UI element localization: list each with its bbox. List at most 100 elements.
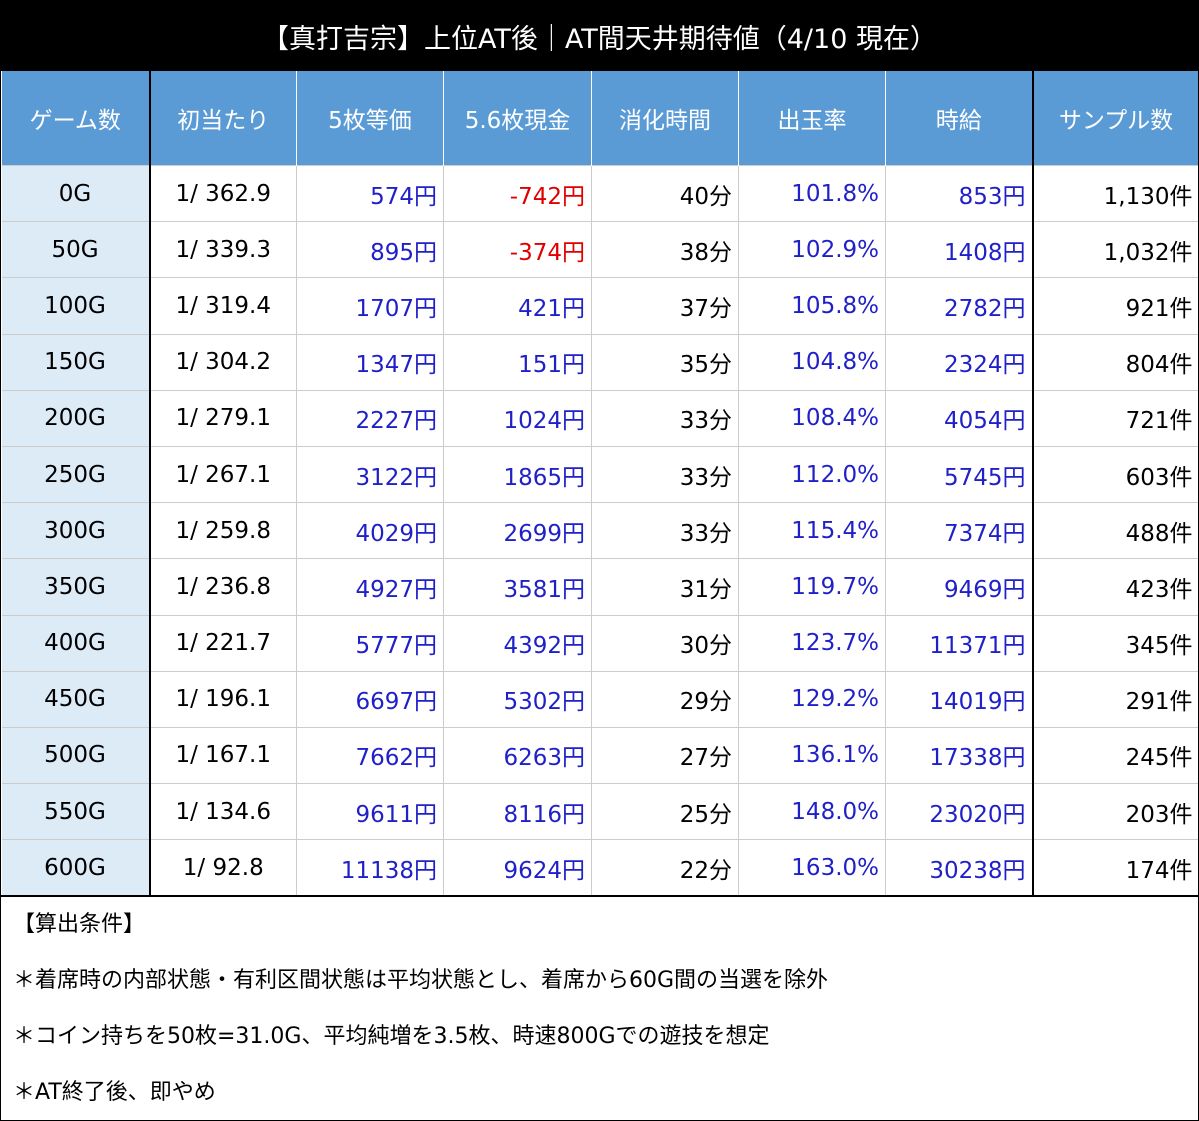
table-cell: 9611円 <box>296 783 444 840</box>
table-cell: 30238円 <box>885 839 1033 896</box>
table-cell: 37分 <box>591 277 739 335</box>
table-cell: 5302円 <box>443 670 592 728</box>
table-cell: 4927円 <box>296 558 444 615</box>
table-cell: 804件 <box>1031 333 1198 391</box>
table-cell: 600G <box>1 839 150 896</box>
table-cell: 423件 <box>1031 558 1198 615</box>
table-cell: 921件 <box>1031 277 1198 335</box>
table-row: 600G 1/ 92.8 11138円 9624円 22分 163.0% 30238円 174… <box>1 839 1198 896</box>
table-cell: -374円 <box>443 221 592 278</box>
header-cell: サンプル数 <box>1031 71 1198 166</box>
table-cell: 2324円 <box>885 333 1033 391</box>
table-cell: 33分 <box>591 389 739 447</box>
table-cell: 2699円 <box>443 502 592 559</box>
table-row: 500G 1/ 167.1 7662円 6263円 27分 136.1% 17338円 245… <box>1 726 1198 784</box>
table-row: 250G 1/ 267.1 3122円 1865円 33分 112.0% 5745円 603件 <box>1 445 1198 503</box>
table-cell: -742円 <box>443 164 592 222</box>
table-cell: 6697円 <box>296 670 444 728</box>
table-cell: 1/ 259.8 <box>148 502 297 559</box>
table-cell: 150G <box>1 333 150 391</box>
table-cell: 203件 <box>1031 783 1198 840</box>
table-cell: 1/ 362.9 <box>148 164 297 222</box>
header-row: ゲーム数 初当たり 5枚等価 5.6枚現金 消化時間 出玉率 時給 サンプル数 <box>1 71 1198 166</box>
table-cell: 0G <box>1 164 150 222</box>
table-cell: 112.0% <box>738 445 886 503</box>
header-cell: 出玉率 <box>738 71 886 166</box>
table-cell: 300G <box>1 502 150 559</box>
table-cell: 9469円 <box>885 558 1033 615</box>
table-cell: 421円 <box>443 277 592 335</box>
table-cell: 115.4% <box>738 502 886 559</box>
table-cell: 1024円 <box>443 389 592 447</box>
table-row: 150G 1/ 304.2 1347円 151円 35分 104.8% 2324円 804件 <box>1 333 1198 391</box>
table-row: 550G 1/ 134.6 9611円 8116円 25分 148.0% 23020円 203… <box>1 783 1198 840</box>
header-cell: 5.6枚現金 <box>443 71 592 166</box>
table-cell: 1/ 134.6 <box>148 783 297 840</box>
table-cell: 101.8% <box>738 164 886 222</box>
table-cell: 40分 <box>591 164 739 222</box>
table-cell: 2227円 <box>296 389 444 447</box>
table-cell: 104.8% <box>738 333 886 391</box>
table-cell: 200G <box>1 389 150 447</box>
table-cell: 1,032件 <box>1031 221 1198 278</box>
table-cell: 1865円 <box>443 445 592 503</box>
table-cell: 11371円 <box>885 614 1033 672</box>
table-cell: 7374円 <box>885 502 1033 559</box>
table-cell: 22分 <box>591 839 739 896</box>
table-cell: 25分 <box>591 783 739 840</box>
table-cell: 291件 <box>1031 670 1198 728</box>
header-cell: 初当たり <box>148 71 297 166</box>
notes-title: 【算出条件】 <box>13 912 146 938</box>
table-cell: 17338円 <box>885 726 1033 784</box>
table-cell: 108.4% <box>738 389 886 447</box>
table-cell: 33分 <box>591 445 739 503</box>
table-cell: 33分 <box>591 502 739 559</box>
table-cell: 3581円 <box>443 558 592 615</box>
table-cell: 136.1% <box>738 726 886 784</box>
table-cell: 2782円 <box>885 277 1033 335</box>
table-cell: 5777円 <box>296 614 444 672</box>
table-body: 0G 1/ 362.9 574円 -742円 40分 101.8% 853円 1,130件 50… <box>1 164 1198 896</box>
table-cell: 1/ 267.1 <box>148 445 297 503</box>
note-item: ＊着席時の内部状態・有利区間状態は平均状態とし、着席から60G間の当選を除外 <box>13 968 829 994</box>
table-cell: 550G <box>1 783 150 840</box>
table-cell: 1/ 304.2 <box>148 333 297 391</box>
table-cell: 350G <box>1 558 150 615</box>
table-cell: 4029円 <box>296 502 444 559</box>
table-cell: 1408円 <box>885 221 1033 278</box>
table: ゲーム数 初当たり 5枚等価 5.6枚現金 消化時間 出玉率 時給 サンプル数 0G 1/ 36… <box>1 71 1198 896</box>
table-cell: 23020円 <box>885 783 1033 840</box>
table-cell: 603件 <box>1031 445 1198 503</box>
table-row: 450G 1/ 196.1 6697円 5302円 29分 129.2% 14019円 291… <box>1 670 1198 728</box>
note-item: ＊AT終了後、即やめ <box>13 1080 216 1106</box>
table-cell: 1/ 221.7 <box>148 614 297 672</box>
table-cell: 3122円 <box>296 445 444 503</box>
table-cell: 4054円 <box>885 389 1033 447</box>
table-cell: 148.0% <box>738 783 886 840</box>
table-cell: 250G <box>1 445 150 503</box>
table-cell: 1707円 <box>296 277 444 335</box>
table-cell: 31分 <box>591 558 739 615</box>
table-row: 50G 1/ 339.3 895円 -374円 38分 102.9% 1408円 1,032件 <box>1 221 1198 278</box>
table-cell: 8116円 <box>443 783 592 840</box>
title: 【真打吉宗】上位AT後｜AT間天井期待値（4/10 現在） <box>1 1 1198 71</box>
table-cell: 30分 <box>591 614 739 672</box>
table-cell: 11138円 <box>296 839 444 896</box>
table-cell: 450G <box>1 670 150 728</box>
table-cell: 1,130件 <box>1031 164 1198 222</box>
table-cell: 1/ 279.1 <box>148 389 297 447</box>
table-cell: 488件 <box>1031 502 1198 559</box>
table-cell: 100G <box>1 277 150 335</box>
table-cell: 7662円 <box>296 726 444 784</box>
table-cell: 1/ 167.1 <box>148 726 297 784</box>
table-cell: 500G <box>1 726 150 784</box>
table-cell: 38分 <box>591 221 739 278</box>
header-cell: 5枚等価 <box>296 71 444 166</box>
table-cell: 102.9% <box>738 221 886 278</box>
header-cell: 時給 <box>885 71 1033 166</box>
table-cell: 129.2% <box>738 670 886 728</box>
table-cell: 119.7% <box>738 558 886 615</box>
table-cell: 123.7% <box>738 614 886 672</box>
table-cell: 400G <box>1 614 150 672</box>
